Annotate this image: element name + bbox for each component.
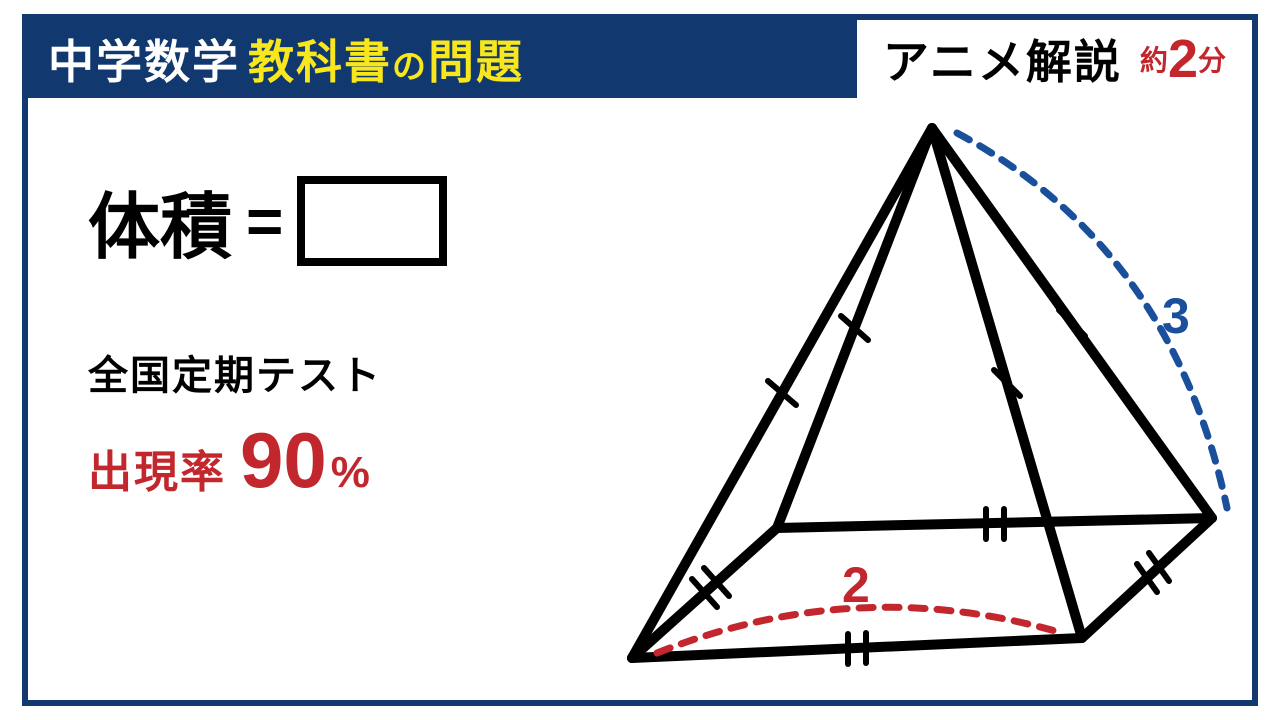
pyramid-diagram: 3 2 <box>522 98 1242 698</box>
duration-number: 2 <box>1168 28 1198 90</box>
slant-length-label: 3 <box>1162 288 1190 344</box>
header-bar: 中学数学 教科書の問題 アニメ解説 約 2 分 <box>28 20 1252 98</box>
approx-label: 約 <box>1140 39 1168 79</box>
rate-number: 90 <box>240 415 327 506</box>
rate-percent: % <box>331 448 370 498</box>
subject-label: 中学数学 <box>48 26 240 92</box>
base-length-label: 2 <box>842 557 870 613</box>
appearance-rate: 出現率 90 % <box>88 415 447 506</box>
volume-label: 体積 <box>88 168 232 273</box>
rate-label: 出現率 <box>88 436 226 500</box>
textbook-label: 教科書の問題 <box>248 26 524 92</box>
main-frame: 中学数学 教科書の問題 アニメ解説 約 2 分 体積 = 全国定期テスト 出現率… <box>22 14 1258 706</box>
header-duration: アニメ解説 約 2 分 <box>851 20 1252 98</box>
test-label: 全国定期テスト <box>88 343 447 401</box>
answer-blank-box <box>297 176 447 266</box>
duration-unit: 分 <box>1198 39 1226 79</box>
anime-label: アニメ解説 <box>883 26 1122 92</box>
header-title: 中学数学 教科書の問題 <box>28 20 851 98</box>
volume-equation: 体積 = <box>88 168 447 273</box>
equals-sign: = <box>246 184 283 258</box>
problem-text: 体積 = 全国定期テスト 出現率 90 % <box>88 168 447 506</box>
content-area: 体積 = 全国定期テスト 出現率 90 % <box>28 98 1252 700</box>
